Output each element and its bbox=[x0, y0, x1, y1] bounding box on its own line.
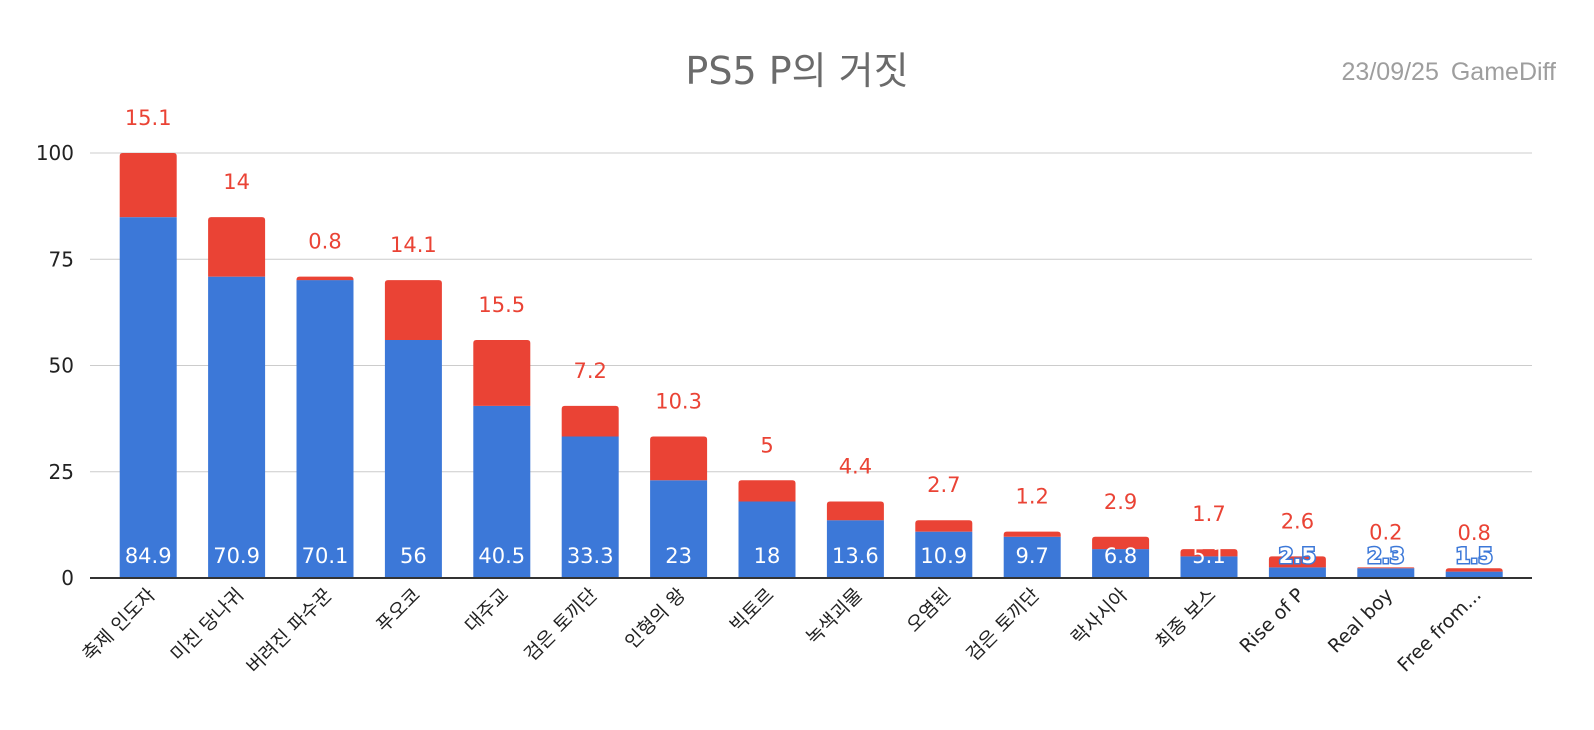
bar-segment-series1 bbox=[1268, 556, 1326, 568]
data-label-series1: 0.2 bbox=[1369, 520, 1402, 544]
bar-segment-series1 bbox=[1445, 568, 1503, 572]
data-label-series1: 0.8 bbox=[308, 230, 341, 254]
y-tick-label: 75 bbox=[49, 247, 74, 271]
x-tick-label: Rise of P bbox=[1235, 584, 1308, 657]
bar-segment-series1 bbox=[384, 280, 442, 340]
y-tick-label: 50 bbox=[49, 354, 74, 378]
x-tick-label: 녹색괴물 bbox=[802, 584, 867, 649]
bar-segment-series0 bbox=[1357, 568, 1415, 578]
data-label-series1: 15.1 bbox=[125, 106, 172, 130]
y-tick-label: 0 bbox=[61, 566, 74, 590]
data-label-series0: 2.5 bbox=[1279, 544, 1316, 568]
bar-segment-series1 bbox=[915, 520, 973, 532]
data-label-series0: 18 bbox=[754, 544, 781, 568]
data-label-series0: 23 bbox=[665, 544, 692, 568]
data-label-series0: 2.3 bbox=[1367, 544, 1404, 568]
data-label-series0: 13.6 bbox=[832, 544, 879, 568]
x-tick-label: Free from... bbox=[1393, 584, 1485, 676]
x-tick-label: 빅토르 bbox=[726, 584, 779, 637]
chart-source-name: GameDiff bbox=[1450, 58, 1556, 86]
data-label-series1: 1.2 bbox=[1015, 485, 1048, 509]
data-label-series0: 70.1 bbox=[302, 544, 349, 568]
bar-segment-series0 bbox=[473, 405, 531, 578]
bar-segment-series1 bbox=[296, 276, 354, 281]
bar-segment-series0 bbox=[826, 520, 884, 578]
data-label-series1: 1.7 bbox=[1192, 502, 1225, 526]
y-tick-label: 100 bbox=[36, 141, 74, 165]
chart-date: 23/09/25 bbox=[1341, 58, 1439, 86]
data-label-series0: 33.3 bbox=[567, 544, 614, 568]
bar-segment-series0 bbox=[650, 480, 708, 578]
bar-segment-series0 bbox=[384, 340, 442, 578]
bar-segment-series1 bbox=[208, 217, 266, 277]
x-tick-label: 대주교 bbox=[461, 584, 514, 637]
bar-segment-series1 bbox=[1003, 531, 1061, 537]
bar-segment-series0 bbox=[915, 531, 973, 578]
bar-segment-series0 bbox=[1268, 567, 1326, 578]
x-tick-label: 버려진 파수꾼 bbox=[243, 584, 337, 678]
data-label-series1: 0.8 bbox=[1457, 521, 1490, 545]
x-tick-label: 검은 토끼단 bbox=[962, 584, 1044, 666]
chart-title: PS5 P의 거짓 bbox=[685, 49, 909, 93]
chart-source: 23/09/25 GameDiff bbox=[1330, 58, 1556, 87]
data-label-series0: 84.9 bbox=[125, 544, 172, 568]
bar-segment-series0 bbox=[1003, 536, 1061, 578]
bar-segment-series1 bbox=[1092, 536, 1150, 550]
data-label-series1: 2.6 bbox=[1281, 509, 1314, 533]
bar-segment-series0 bbox=[1180, 556, 1238, 578]
bar-segment-series1 bbox=[1180, 549, 1238, 557]
x-tick-label: 푸오코 bbox=[372, 584, 425, 637]
data-label-series1: 2.7 bbox=[927, 473, 960, 497]
bar-segment-series1 bbox=[561, 405, 619, 437]
x-tick-label: 최종 보스 bbox=[1151, 584, 1220, 653]
x-tick-label: Real boy bbox=[1324, 584, 1397, 657]
x-tick-label: 축제 인도자 bbox=[78, 584, 160, 666]
data-label-series1: 15.5 bbox=[478, 293, 525, 317]
bar-segment-series0 bbox=[1445, 571, 1503, 578]
bar-segment-series0 bbox=[1092, 549, 1150, 578]
data-label-series0: 6.8 bbox=[1104, 544, 1137, 568]
bar-segment-series0 bbox=[296, 280, 354, 578]
y-tick-label: 25 bbox=[49, 460, 74, 484]
data-label-series0: 9.7 bbox=[1015, 544, 1048, 568]
data-label-series1: 5 bbox=[760, 433, 773, 457]
data-label-series1: 14.1 bbox=[390, 233, 437, 257]
bar-segment-series1 bbox=[738, 480, 796, 502]
data-label-series1: 4.4 bbox=[839, 455, 872, 479]
bar-segment-series1 bbox=[473, 340, 531, 406]
bar-segment-series1 bbox=[119, 153, 177, 218]
bar-segment-series1 bbox=[650, 436, 708, 481]
data-label-series1: 10.3 bbox=[655, 389, 702, 413]
data-label-series0: 40.5 bbox=[478, 544, 525, 568]
bar-segment-series0 bbox=[561, 436, 619, 578]
bar-segment-series0 bbox=[208, 276, 266, 578]
bar-segment-series1 bbox=[1357, 567, 1415, 569]
x-tick-label: 락사시아 bbox=[1067, 584, 1132, 649]
bar-segment-series0 bbox=[738, 501, 796, 578]
data-label-series0: 5.1 bbox=[1192, 544, 1225, 568]
data-label-series0: 1.5 bbox=[1456, 544, 1493, 568]
data-label-series1: 2.9 bbox=[1104, 490, 1137, 514]
bar-segment-series0 bbox=[119, 217, 177, 579]
x-tick-label: 검은 토끼단 bbox=[520, 584, 602, 666]
x-tick-label: 오염된 bbox=[903, 584, 956, 637]
bar-segment-series1 bbox=[826, 501, 884, 521]
x-tick-label: 인형의 왕 bbox=[621, 584, 690, 653]
data-label-series0: 10.9 bbox=[920, 544, 967, 568]
data-label-series0: 70.9 bbox=[213, 544, 260, 568]
data-label-series0: 56 bbox=[400, 544, 427, 568]
x-tick-label: 미친 당나귀 bbox=[166, 584, 248, 666]
data-label-series1: 14 bbox=[223, 170, 250, 194]
data-label-series1: 7.2 bbox=[573, 359, 606, 383]
